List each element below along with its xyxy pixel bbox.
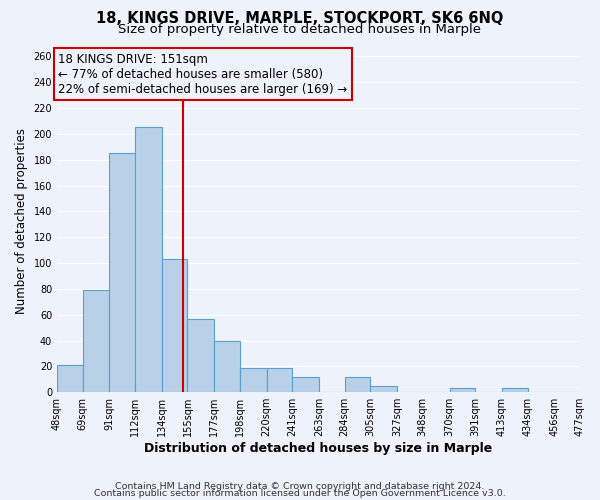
Bar xyxy=(240,368,267,392)
Bar xyxy=(57,365,83,392)
Bar xyxy=(162,259,187,392)
Bar xyxy=(187,318,214,392)
Text: Size of property relative to detached houses in Marple: Size of property relative to detached ho… xyxy=(119,22,482,36)
Bar xyxy=(502,388,527,392)
Bar xyxy=(292,376,319,392)
Bar xyxy=(135,128,162,392)
Bar xyxy=(370,386,397,392)
Bar xyxy=(345,376,370,392)
Bar xyxy=(109,154,135,392)
Text: Contains public sector information licensed under the Open Government Licence v3: Contains public sector information licen… xyxy=(94,490,506,498)
Text: 18, KINGS DRIVE, MARPLE, STOCKPORT, SK6 6NQ: 18, KINGS DRIVE, MARPLE, STOCKPORT, SK6 … xyxy=(97,11,503,26)
Bar xyxy=(449,388,475,392)
Bar xyxy=(83,290,109,392)
Text: Contains HM Land Registry data © Crown copyright and database right 2024.: Contains HM Land Registry data © Crown c… xyxy=(115,482,485,491)
Bar xyxy=(214,340,240,392)
Bar xyxy=(267,368,292,392)
Text: 18 KINGS DRIVE: 151sqm
← 77% of detached houses are smaller (580)
22% of semi-de: 18 KINGS DRIVE: 151sqm ← 77% of detached… xyxy=(58,52,347,96)
Y-axis label: Number of detached properties: Number of detached properties xyxy=(15,128,28,314)
X-axis label: Distribution of detached houses by size in Marple: Distribution of detached houses by size … xyxy=(145,442,493,455)
